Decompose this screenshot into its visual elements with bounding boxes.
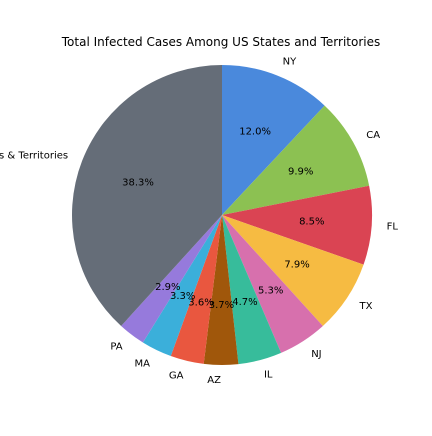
- pie-slice-ny: [222, 65, 325, 215]
- chart-title: Total Infected Cases Among US States and…: [61, 35, 380, 49]
- category-label-ga: GA: [169, 370, 184, 381]
- pie-slice-ga: [170, 215, 222, 364]
- pie-slice-fl: [222, 185, 372, 265]
- pie-slice-tx: [222, 215, 364, 327]
- category-label-pa: PA: [110, 342, 122, 353]
- category-label-fl: FL: [387, 222, 399, 233]
- pie-slice-az: [203, 215, 239, 365]
- percent-label-pa: 2.9%: [155, 282, 180, 293]
- category-label-nj: NJ: [311, 349, 321, 360]
- pie-slices: [72, 65, 372, 365]
- pie-slice-nj: [222, 215, 323, 353]
- percent-label-other-states-territories: 38.3%: [122, 178, 154, 189]
- percent-label-il: 4.7%: [232, 297, 257, 308]
- percent-label-ga: 3.6%: [188, 298, 213, 309]
- category-labels: NY CA FL TX NJ IL AZ GA MA PA Other States & Terri…: [0, 57, 398, 386]
- category-label-ma: MA: [134, 358, 150, 369]
- category-label-tx: TX: [359, 301, 373, 312]
- percent-labels: 12.0% 9.9% 8.5% 7.9% 5.3%4.7%3.7%3.6%3.3%2.9…: [122, 126, 324, 311]
- percent-label-ca: 9.9%: [288, 166, 313, 177]
- category-label-ca: CA: [366, 130, 380, 141]
- percent-label-fl: 8.5%: [299, 216, 324, 227]
- pie-slice-other-states-territories: [72, 65, 222, 327]
- percent-label-tx: 7.9%: [284, 260, 309, 271]
- percent-label-ma: 3.3%: [170, 291, 195, 302]
- category-label-other-states-territories: Other States & Territories: [0, 151, 68, 162]
- pie-slice-il: [222, 215, 282, 365]
- pie-slice-ma: [142, 215, 222, 356]
- category-label-az: AZ: [207, 375, 221, 386]
- pie-slice-pa: [121, 215, 222, 343]
- percent-label-ny: 12.0%: [239, 126, 271, 137]
- pie-slice-ca: [222, 105, 370, 215]
- percent-label-az: 3.7%: [209, 300, 234, 311]
- category-label-il: IL: [264, 370, 273, 381]
- percent-label-nj: 5.3%: [258, 286, 283, 297]
- category-label-ny: NY: [283, 57, 297, 68]
